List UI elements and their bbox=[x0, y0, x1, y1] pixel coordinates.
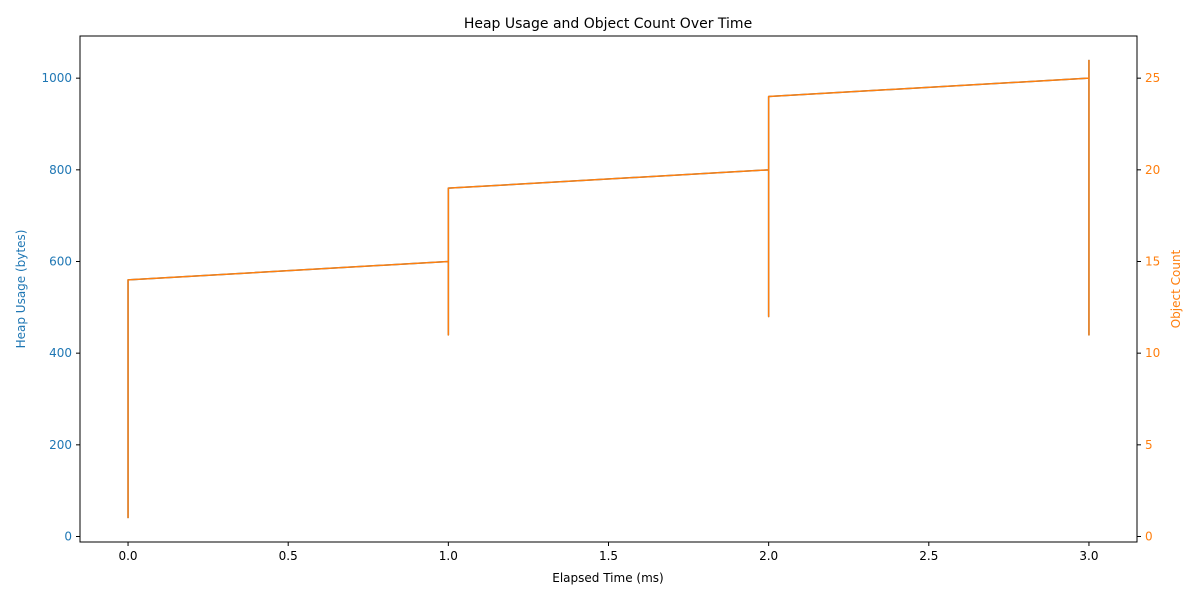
x-tick-label: 2.0 bbox=[759, 549, 778, 563]
left-y-tick-label: 400 bbox=[49, 346, 72, 360]
left-y-tick-label: 600 bbox=[49, 255, 72, 269]
axes bbox=[79, 35, 1138, 543]
chart-title: Heap Usage and Object Count Over Time bbox=[464, 16, 752, 32]
series-line-left bbox=[127, 59, 1090, 519]
right-y-axis-label: Object Count bbox=[1169, 249, 1183, 328]
left-y-axis-label: Heap Usage (bytes) bbox=[14, 230, 28, 349]
right-y-axis-ticks: 0 5 10 15 20 25 bbox=[1137, 71, 1160, 544]
plot-frame bbox=[79, 35, 1138, 543]
right-y-tick-label: 25 bbox=[1145, 71, 1160, 85]
x-tick-label: 1.0 bbox=[439, 549, 458, 563]
right-y-tick-label: 10 bbox=[1145, 346, 1160, 360]
right-y-tick-label: 20 bbox=[1145, 163, 1160, 177]
right-y-tick-label: 0 bbox=[1145, 530, 1153, 544]
series-line-right bbox=[127, 59, 1090, 519]
right-y-tick-label: 15 bbox=[1145, 255, 1160, 269]
left-y-tick-label: 1000 bbox=[41, 71, 72, 85]
left-y-axis-ticks: 0 200 400 600 800 1000 bbox=[41, 71, 80, 544]
x-tick-label: 0.0 bbox=[118, 549, 137, 563]
x-tick-label: 2.5 bbox=[919, 549, 938, 563]
x-axis-ticks: 0.0 0.5 1.0 1.5 2.0 2.5 3.0 bbox=[118, 542, 1099, 563]
x-tick-label: 1.5 bbox=[599, 549, 618, 563]
x-tick-label: 0.5 bbox=[279, 549, 298, 563]
left-y-tick-label: 200 bbox=[49, 438, 72, 452]
left-y-tick-label: 800 bbox=[49, 163, 72, 177]
left-y-tick-label: 0 bbox=[64, 530, 72, 544]
x-axis-label: Elapsed Time (ms) bbox=[552, 571, 663, 585]
x-tick-label: 3.0 bbox=[1079, 549, 1098, 563]
right-y-tick-label: 5 bbox=[1145, 438, 1153, 452]
plot-lines bbox=[127, 59, 1090, 519]
